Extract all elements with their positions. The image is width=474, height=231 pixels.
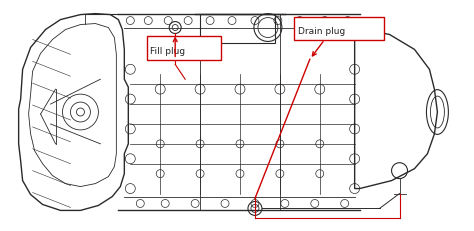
FancyBboxPatch shape: [147, 37, 221, 61]
Bar: [200, 15, 275, 44]
FancyBboxPatch shape: [294, 18, 383, 41]
Text: Drain plug: Drain plug: [298, 27, 345, 36]
Text: Fill plug: Fill plug: [150, 47, 185, 56]
